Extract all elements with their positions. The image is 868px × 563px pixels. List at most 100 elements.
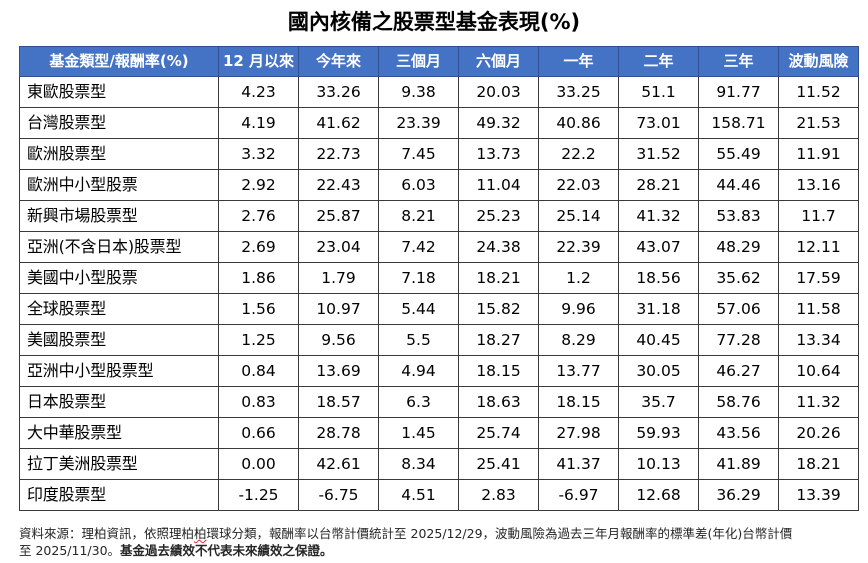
cell-volatility: 13.16 <box>778 169 859 201</box>
table-row[interactable]: 美國股票型 1.25 9.56 5.5 18.27 8.29 40.45 77.… <box>19 324 859 356</box>
cell-six-months: 18.27 <box>458 324 539 356</box>
footnote-source-prefix: 資料來源：理柏資訊，依照理柏 <box>19 526 195 541</box>
cell-one-year: 40.86 <box>538 107 619 139</box>
cell-since-december: 0.66 <box>218 417 299 449</box>
cell-since-december: 2.92 <box>218 169 299 201</box>
cell-volatility: 10.64 <box>778 355 859 387</box>
cell-one-year: 22.2 <box>538 138 619 170</box>
cell-ytd: 41.62 <box>298 107 379 139</box>
cell-two-years: 40.45 <box>618 324 699 356</box>
cell-three-years: 41.89 <box>698 448 779 480</box>
cell-volatility: 11.7 <box>778 200 859 232</box>
footnote-source-suffix: 環球分類，報酬率以台幣計價統計至 2025/12/29，波動風險為過去三年月報酬… <box>206 526 793 541</box>
column-header-three-months[interactable]: 三個月 <box>378 46 459 77</box>
cell-three-months: 4.94 <box>378 355 459 387</box>
cell-volatility: 13.39 <box>778 479 859 511</box>
cell-three-months: 5.5 <box>378 324 459 356</box>
fund-type-label: 全球股票型 <box>19 293 219 325</box>
table-row[interactable]: 台灣股票型 4.19 41.62 23.39 49.32 40.86 73.01… <box>19 107 859 139</box>
table-row[interactable]: 亞洲(不含日本)股票型 2.69 23.04 7.42 24.38 22.39 … <box>19 231 859 263</box>
cell-volatility: 12.11 <box>778 231 859 263</box>
column-header-three-years[interactable]: 三年 <box>698 46 779 77</box>
column-header-two-years[interactable]: 二年 <box>618 46 699 77</box>
cell-two-years: 10.13 <box>618 448 699 480</box>
table-row[interactable]: 印度股票型 -1.25 -6.75 4.51 2.83 -6.97 12.68 … <box>19 479 859 511</box>
cell-two-years: 12.68 <box>618 479 699 511</box>
table-row[interactable]: 日本股票型 0.83 18.57 6.3 18.63 18.15 35.7 58… <box>19 386 859 418</box>
page-title: 國內核備之股票型基金表現(%) <box>287 10 581 34</box>
cell-three-months: 23.39 <box>378 107 459 139</box>
cell-since-december: 4.19 <box>218 107 299 139</box>
cell-since-december: 0.83 <box>218 386 299 418</box>
fund-table-container: 基金類型/報酬率(%) 12 月以來 今年來 三個月 六個月 一年 二年 三年 … <box>19 46 859 511</box>
cell-two-years: 35.7 <box>618 386 699 418</box>
cell-six-months: 25.23 <box>458 200 539 232</box>
cell-three-months: 9.38 <box>378 76 459 108</box>
table-row[interactable]: 美國中小型股票 1.86 1.79 7.18 18.21 1.2 18.56 3… <box>19 262 859 294</box>
table-row[interactable]: 東歐股票型 4.23 33.26 9.38 20.03 33.25 51.1 9… <box>19 76 859 108</box>
fund-type-label: 歐洲股票型 <box>19 138 219 170</box>
table-row[interactable]: 全球股票型 1.56 10.97 5.44 15.82 9.96 31.18 5… <box>19 293 859 325</box>
cell-three-years: 48.29 <box>698 231 779 263</box>
cell-two-years: 41.32 <box>618 200 699 232</box>
cell-since-december: 2.76 <box>218 200 299 232</box>
cell-one-year: 8.29 <box>538 324 619 356</box>
cell-ytd: 13.69 <box>298 355 379 387</box>
cell-one-year: -6.97 <box>538 479 619 511</box>
cell-three-years: 36.29 <box>698 479 779 511</box>
table-row[interactable]: 拉丁美洲股票型 0.00 42.61 8.34 25.41 41.37 10.1… <box>19 448 859 480</box>
cell-one-year: 22.39 <box>538 231 619 263</box>
cell-three-months: 6.3 <box>378 386 459 418</box>
cell-three-years: 35.62 <box>698 262 779 294</box>
cell-volatility: 18.21 <box>778 448 859 480</box>
cell-six-months: 25.41 <box>458 448 539 480</box>
table-row[interactable]: 大中華股票型 0.66 28.78 1.45 25.74 27.98 59.93… <box>19 417 859 449</box>
cell-volatility: 11.58 <box>778 293 859 325</box>
cell-one-year: 25.14 <box>538 200 619 232</box>
cell-ytd: 28.78 <box>298 417 379 449</box>
cell-three-years: 77.28 <box>698 324 779 356</box>
cell-one-year: 13.77 <box>538 355 619 387</box>
fund-type-label: 亞洲(不含日本)股票型 <box>19 231 219 263</box>
cell-volatility: 11.32 <box>778 386 859 418</box>
fund-type-label: 美國股票型 <box>19 324 219 356</box>
column-header-one-year[interactable]: 一年 <box>538 46 619 77</box>
cell-three-years: 58.76 <box>698 386 779 418</box>
table-row[interactable]: 歐洲中小型股票 2.92 22.43 6.03 11.04 22.03 28.2… <box>19 169 859 201</box>
table-row[interactable]: 新興市場股票型 2.76 25.87 8.21 25.23 25.14 41.3… <box>19 200 859 232</box>
cell-volatility: 13.34 <box>778 324 859 356</box>
cell-three-years: 43.56 <box>698 417 779 449</box>
cell-ytd: 10.97 <box>298 293 379 325</box>
cell-one-year: 9.96 <box>538 293 619 325</box>
cell-three-months: 7.45 <box>378 138 459 170</box>
fund-performance-table: 基金類型/報酬率(%) 12 月以來 今年來 三個月 六個月 一年 二年 三年 … <box>19 46 859 511</box>
cell-six-months: 49.32 <box>458 107 539 139</box>
cell-three-months: 7.42 <box>378 231 459 263</box>
cell-ytd: 1.79 <box>298 262 379 294</box>
column-header-volatility-risk[interactable]: 波動風險 <box>778 46 859 77</box>
cell-since-december: 1.56 <box>218 293 299 325</box>
cell-six-months: 15.82 <box>458 293 539 325</box>
column-header-ytd[interactable]: 今年來 <box>298 46 379 77</box>
table-row[interactable]: 亞洲中小型股票型 0.84 13.69 4.94 18.15 13.77 30.… <box>19 355 859 387</box>
cell-since-december: -1.25 <box>218 479 299 511</box>
column-header-fund-type[interactable]: 基金類型/報酬率(%) <box>19 46 219 77</box>
cell-volatility: 17.59 <box>778 262 859 294</box>
cell-ytd: 22.43 <box>298 169 379 201</box>
footnote: 資料來源：理柏資訊，依照理柏柏環球分類，報酬率以台幣計價統計至 2025/12/… <box>19 525 859 559</box>
cell-six-months: 18.63 <box>458 386 539 418</box>
cell-six-months: 20.03 <box>458 76 539 108</box>
fund-type-label: 大中華股票型 <box>19 417 219 449</box>
table-row[interactable]: 歐洲股票型 3.32 22.73 7.45 13.73 22.2 31.52 5… <box>19 138 859 170</box>
cell-one-year: 18.15 <box>538 386 619 418</box>
cell-two-years: 30.05 <box>618 355 699 387</box>
column-header-since-december[interactable]: 12 月以來 <box>218 46 299 77</box>
cell-three-months: 5.44 <box>378 293 459 325</box>
column-header-six-months[interactable]: 六個月 <box>458 46 539 77</box>
cell-three-years: 53.83 <box>698 200 779 232</box>
cell-three-years: 55.49 <box>698 138 779 170</box>
cell-three-years: 91.77 <box>698 76 779 108</box>
cell-ytd: -6.75 <box>298 479 379 511</box>
cell-one-year: 22.03 <box>538 169 619 201</box>
